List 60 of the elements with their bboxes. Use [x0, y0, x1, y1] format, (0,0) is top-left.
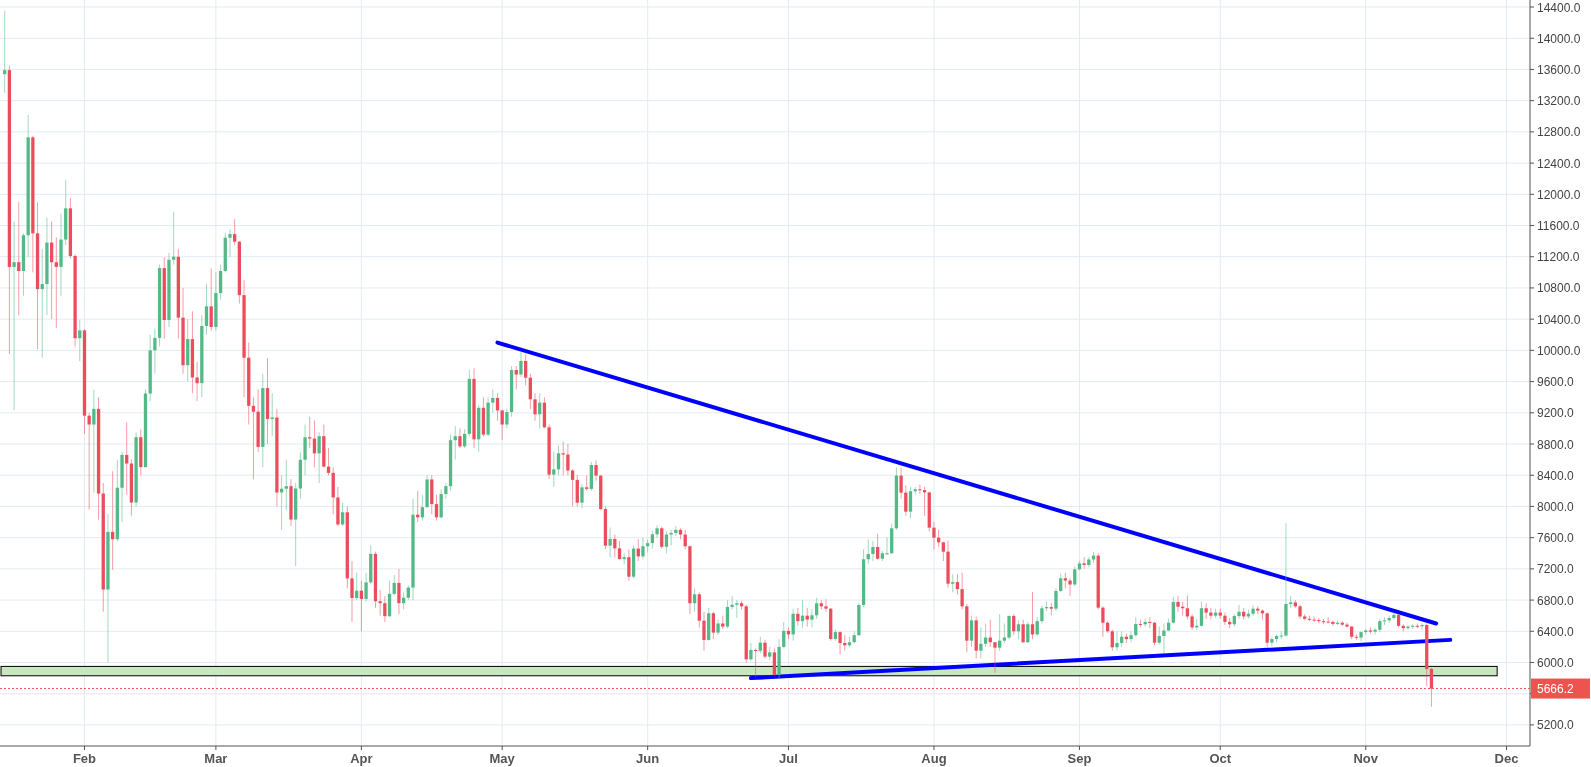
y-tick-label: 7600.0 [1537, 531, 1575, 546]
candlestick [1068, 577, 1072, 597]
y-tick-label: 14000.0 [1537, 31, 1581, 46]
y-tick-label: 8400.0 [1537, 468, 1575, 483]
x-tick-label: Jul [779, 751, 798, 766]
x-tick-label: Nov [1353, 751, 1379, 766]
y-tick-label: 13200.0 [1537, 94, 1581, 109]
candlestick [655, 524, 659, 539]
y-tick-label: 13600.0 [1537, 62, 1581, 77]
y-tick-label: 14400.0 [1537, 0, 1581, 15]
candlestick [1251, 605, 1255, 617]
x-tick-label: Aug [921, 751, 947, 766]
candlestick [1420, 622, 1424, 631]
ref-line-label: 5666.2 [1537, 682, 1575, 697]
y-tick-label: 10800.0 [1537, 281, 1581, 296]
candlestick [1373, 627, 1377, 635]
candlestick [1237, 604, 1241, 620]
y-tick-label: 7200.0 [1537, 562, 1575, 577]
candlestick [1148, 616, 1152, 629]
x-tick-label: Mar [204, 751, 228, 766]
x-tick-label: Jun [636, 751, 660, 766]
candlestick [1331, 619, 1335, 627]
y-tick-label: 11600.0 [1537, 219, 1580, 234]
candlestick [1049, 602, 1053, 617]
candlestick [1129, 630, 1133, 643]
candlestick [749, 642, 753, 662]
x-tick-label: May [489, 751, 516, 766]
candlestick [444, 482, 448, 500]
candlestick [1270, 636, 1274, 647]
y-tick-label: 9600.0 [1537, 375, 1575, 390]
candlestick [669, 529, 673, 546]
x-tick-label: Sep [1067, 751, 1092, 766]
candlestick [1223, 612, 1227, 626]
candlestick [1354, 633, 1358, 641]
candlestick [810, 608, 814, 628]
y-tick-label: 6400.0 [1537, 624, 1575, 639]
candlestick [1392, 612, 1396, 621]
x-tick-label: Dec [1494, 751, 1519, 766]
y-tick-label: 12800.0 [1537, 125, 1581, 140]
x-tick-label: Oct [1209, 751, 1232, 766]
x-tick-label: Feb [72, 751, 97, 766]
y-tick-label: 10400.0 [1537, 312, 1581, 327]
y-tick-label: 8000.0 [1537, 499, 1575, 514]
y-tick-label: 5200.0 [1537, 718, 1575, 733]
candlestick [824, 598, 828, 613]
x-tick-label: Apr [350, 751, 373, 766]
y-tick-label: 11200.0 [1537, 250, 1580, 265]
y-tick-label: 6800.0 [1537, 593, 1575, 608]
candlestick [1082, 556, 1086, 570]
y-tick-label: 8800.0 [1537, 437, 1575, 452]
candlestick [1176, 595, 1180, 613]
y-tick-label: 9200.0 [1537, 406, 1575, 421]
candlestick [885, 537, 889, 556]
candlestick [1209, 607, 1213, 621]
y-tick-label: 12400.0 [1537, 156, 1581, 171]
y-tick-label: 12000.0 [1537, 187, 1581, 202]
candlestick [1312, 615, 1316, 623]
y-tick-label: 10000.0 [1537, 343, 1581, 358]
y-tick-label: 6000.0 [1537, 656, 1575, 670]
candlestick [918, 484, 922, 495]
